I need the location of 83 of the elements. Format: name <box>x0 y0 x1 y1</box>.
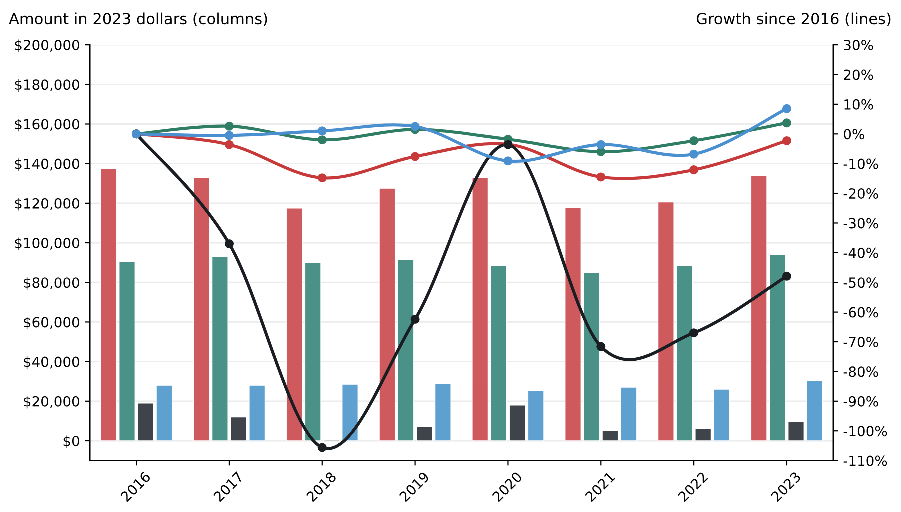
point <box>782 272 792 281</box>
y-tick-label: $100,000 <box>15 238 80 250</box>
bar <box>230 416 248 442</box>
point <box>782 104 792 114</box>
point <box>410 122 420 132</box>
bar <box>528 390 544 442</box>
bar <box>379 188 396 442</box>
bar <box>806 380 824 442</box>
y-tick-label: $0 <box>64 436 80 448</box>
bar <box>304 262 322 442</box>
point <box>690 136 699 146</box>
bar <box>750 175 768 442</box>
y2-tick-label: -60% <box>844 307 878 318</box>
y-tick-label: $60,000 <box>24 316 80 330</box>
point <box>596 342 606 352</box>
y-tick-label: $200,000 <box>15 40 80 52</box>
y-tick-label: $80,000 <box>24 277 80 290</box>
point <box>224 140 234 150</box>
y2-tick-label: 0% <box>844 129 864 140</box>
y2-tick-label: -50% <box>844 278 878 288</box>
point <box>596 172 606 182</box>
bar <box>620 387 638 442</box>
bar <box>602 430 619 442</box>
point <box>410 314 420 324</box>
bar <box>714 389 730 442</box>
y2-tick-label: -30% <box>844 218 878 229</box>
y-tick-label: $160,000 <box>15 118 80 132</box>
y-tick-label: $40,000 <box>24 356 80 370</box>
point <box>690 150 699 159</box>
y-tick-label: $180,000 <box>15 79 80 92</box>
point <box>596 147 606 156</box>
point <box>318 126 327 136</box>
point <box>224 122 234 131</box>
y2-tick-label: -40% <box>844 248 878 258</box>
bar <box>472 177 489 442</box>
y2-tick-label: 10% <box>844 99 874 110</box>
bar <box>193 177 210 442</box>
bar <box>416 426 433 442</box>
bar <box>156 385 173 442</box>
bar <box>249 385 266 442</box>
point <box>410 152 420 162</box>
bar <box>658 202 674 442</box>
point <box>596 140 606 150</box>
y2-tick-label: -90% <box>844 396 878 407</box>
point <box>690 166 699 175</box>
bar <box>100 168 117 442</box>
bar <box>434 383 452 442</box>
point <box>782 118 792 128</box>
y2-tick-label: -110% <box>844 456 888 466</box>
bar <box>769 254 786 442</box>
y2-tick-label: -10% <box>844 158 878 170</box>
y-tick-label: $140,000 <box>15 158 80 172</box>
y2-tick-label: -100% <box>844 426 888 437</box>
y-tick-label: $20,000 <box>24 396 80 409</box>
bar <box>565 208 582 442</box>
bar <box>138 403 154 442</box>
y-tick-label: $120,000 <box>15 198 80 211</box>
bar <box>490 265 508 442</box>
y2-tick-label: -20% <box>844 188 878 200</box>
bar <box>676 266 694 442</box>
bar <box>788 422 805 442</box>
point <box>504 156 513 166</box>
point <box>318 443 327 452</box>
bar <box>212 256 228 442</box>
y2-tick-label: 30% <box>844 40 874 51</box>
bar <box>119 261 136 442</box>
bar <box>286 208 303 442</box>
point <box>224 131 234 140</box>
point <box>224 240 234 249</box>
point <box>318 174 327 183</box>
bar <box>695 428 712 442</box>
point <box>782 136 792 146</box>
y2-tick-label: 20% <box>844 70 874 80</box>
y2-tick-label: -70% <box>844 336 878 348</box>
y2-axis-title: Growth since 2016 (lines) <box>696 12 891 26</box>
bar <box>398 260 414 442</box>
y-axis-title: Amount in 2023 dollars (columns) <box>9 12 268 26</box>
point <box>690 328 699 338</box>
point <box>318 136 327 145</box>
y2-tick-label: -80% <box>844 366 878 378</box>
bar <box>584 272 600 442</box>
bar <box>342 384 359 442</box>
bar <box>509 405 526 442</box>
